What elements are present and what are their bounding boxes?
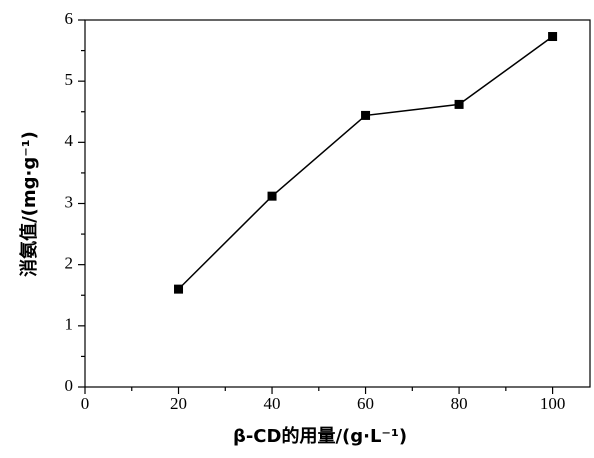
data-marker (548, 32, 558, 42)
y-axis-label: 消氨值/(mg·g⁻¹) (18, 131, 40, 277)
y-tick-label: 4 (65, 131, 74, 150)
x-tick-label: 40 (264, 394, 281, 413)
data-marker (361, 110, 371, 120)
plot-frame (84, 19, 591, 388)
x-axis-label: β-CD的用量/(g·L⁻¹) (233, 425, 407, 447)
y-tick-label: 2 (65, 254, 74, 273)
y-tick-label: 3 (65, 192, 74, 211)
x-tick-label: 0 (81, 394, 90, 413)
x-tick-label: 100 (540, 394, 566, 413)
x-tick-label: 20 (170, 394, 187, 413)
y-tick-label: 6 (65, 9, 74, 28)
data-marker (267, 191, 277, 201)
y-tick-label: 1 (65, 315, 74, 334)
y-tick-label: 5 (65, 70, 74, 89)
x-tick-label: 80 (451, 394, 468, 413)
data-marker (454, 99, 464, 109)
data-line (177, 35, 554, 290)
data-marker (174, 284, 184, 294)
y-tick-label: 0 (65, 376, 74, 395)
x-tick-label: 60 (357, 394, 374, 413)
